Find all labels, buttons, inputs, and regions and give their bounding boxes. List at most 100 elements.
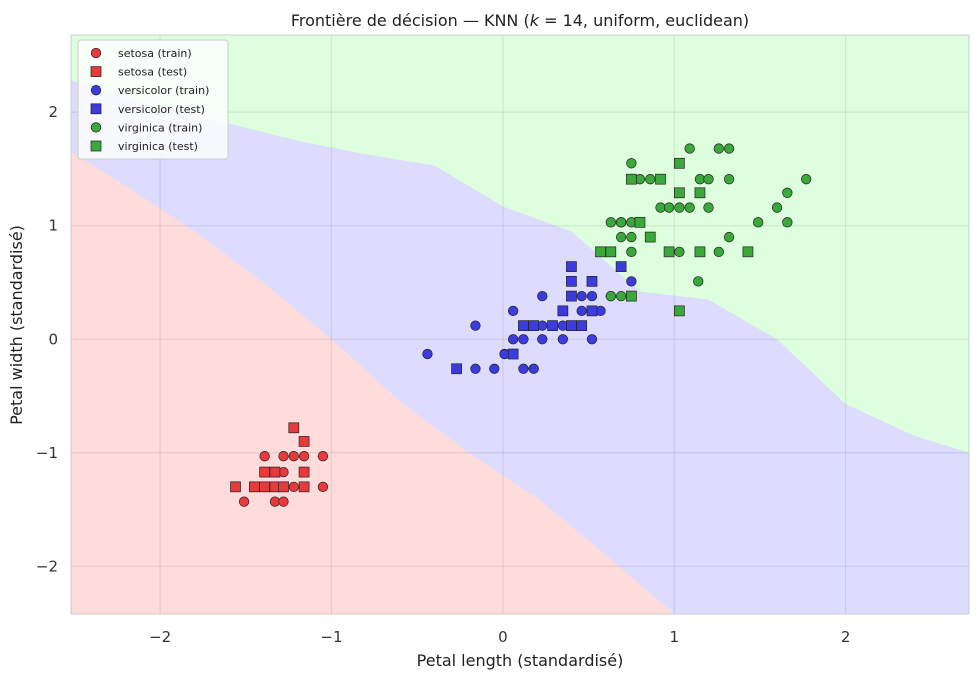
virginica-test-point	[655, 173, 666, 185]
y-tick-label: 0	[48, 330, 58, 348]
virginica-test-point	[674, 187, 685, 199]
virginica-train-point	[655, 202, 666, 213]
virginica-train-point	[694, 174, 706, 185]
virginica-test-point	[626, 290, 637, 302]
virginica-test-point	[634, 216, 646, 228]
versicolor-train-point	[586, 334, 598, 345]
virginica-train-point	[713, 143, 724, 154]
versicolor-train-point	[470, 363, 481, 374]
virginica-train-point	[605, 217, 616, 228]
virginica-train-point	[645, 174, 656, 185]
setosa-test-point	[298, 436, 310, 447]
versicolor-test-point	[586, 276, 598, 287]
legend-box	[77, 39, 229, 160]
legend-marker-virginica-test	[90, 140, 102, 152]
virginica-train-point	[626, 158, 637, 169]
virginica-train-point	[674, 202, 685, 213]
virginica-train-point	[723, 231, 735, 243]
x-tick-label: 1	[669, 628, 679, 646]
virginica-train-point	[703, 174, 714, 185]
legend-label-setosa-test: setosa (test)	[118, 66, 187, 79]
setosa-test-point	[298, 466, 310, 478]
virginica-train-point	[626, 246, 637, 257]
versicolor-test-point	[451, 363, 462, 375]
virginica-train-point	[615, 217, 627, 228]
virginica-test-point	[605, 246, 617, 258]
versicolor-train-point	[626, 276, 637, 287]
virginica-train-point	[684, 143, 695, 154]
virginica-test-point	[694, 187, 706, 199]
x-tick-label: 2	[841, 628, 851, 646]
setosa-train-point	[288, 451, 299, 462]
y-axis-label: Petal width (standardisé)	[7, 225, 26, 425]
versicolor-test-point	[576, 320, 588, 331]
legend-marker-versicolor-train	[90, 85, 102, 96]
setosa-train-point	[278, 451, 289, 462]
virginica-train-point	[684, 202, 695, 213]
legend-label-versicolor-test: versicolor (test)	[118, 103, 205, 116]
x-tick-labels: −2 −1 0 1 2	[149, 628, 850, 646]
versicolor-train-point	[537, 334, 548, 345]
setosa-train-point	[298, 451, 310, 462]
y-tick-label: 2	[48, 103, 58, 121]
y-tick-labels: −2 −1 0 1 2	[36, 103, 58, 575]
data-points	[230, 143, 812, 507]
virginica-test-point	[644, 231, 656, 243]
chart-title: Frontière de décision — KNN (k = 14, uni…	[291, 11, 749, 30]
virginica-train-point	[703, 202, 714, 213]
versicolor-test-point	[518, 320, 529, 331]
virginica-train-point	[801, 174, 812, 185]
legend-marker-virginica-train	[90, 122, 102, 133]
virginica-test-point	[694, 246, 706, 258]
virginica-train-point	[626, 231, 637, 243]
setosa-train-point	[238, 496, 250, 507]
virginica-train-point	[663, 202, 675, 213]
virginica-test-point	[674, 157, 685, 169]
setosa-train-point	[288, 481, 299, 492]
y-tick-label: 1	[48, 217, 58, 235]
setosa-test-point	[230, 481, 241, 493]
versicolor-train-point	[422, 348, 433, 360]
x-axis-label: Petal length (standardisé)	[417, 651, 624, 670]
virginica-train-point	[605, 290, 616, 302]
y-tick-label: −1	[36, 444, 58, 462]
versicolor-test-point	[566, 276, 577, 287]
virginica-train-point	[693, 276, 704, 287]
versicolor-train-point	[576, 305, 587, 317]
y-tick-label: −2	[36, 557, 58, 575]
region-setosa	[71, 151, 675, 614]
setosa-train-point	[278, 496, 289, 507]
virginica-train-point	[674, 246, 685, 257]
versicolor-test-point	[566, 261, 577, 272]
legend: setosa (train) setosa (test) versicolor (t…	[77, 39, 229, 160]
versicolor-train-point	[576, 290, 587, 302]
legend-label-virginica-train: virginica (train)	[118, 121, 202, 134]
setosa-test-point	[249, 481, 260, 493]
setosa-train-point	[269, 496, 281, 507]
virginica-train-point	[771, 202, 783, 213]
virginica-test-point	[663, 246, 675, 258]
setosa-test-point	[278, 481, 289, 493]
virginica-train-point	[713, 246, 724, 257]
versicolor-train-point	[586, 290, 598, 302]
x-tick-label: −1	[320, 628, 342, 646]
plot-frame	[70, 34, 970, 615]
versicolor-train-point	[518, 363, 529, 374]
versicolor-test-point	[586, 305, 598, 317]
virginica-train-point	[782, 217, 793, 228]
virginica-train-point	[723, 174, 735, 185]
setosa-train-point	[317, 451, 329, 462]
versicolor-test-point	[566, 290, 577, 302]
setosa-test-point	[269, 466, 281, 478]
legend-label-virginica-test: virginica (test)	[118, 140, 198, 153]
legend-marker-versicolor-test	[90, 103, 102, 115]
setosa-test-point	[259, 481, 271, 493]
versicolor-train-point	[557, 334, 568, 345]
versicolor-train-point	[507, 305, 519, 317]
versicolor-train-point	[507, 334, 519, 345]
virginica-test-point	[626, 173, 637, 185]
setosa-train-point	[317, 481, 329, 492]
versicolor-test-point	[528, 320, 540, 331]
versicolor-test-point	[547, 320, 558, 331]
